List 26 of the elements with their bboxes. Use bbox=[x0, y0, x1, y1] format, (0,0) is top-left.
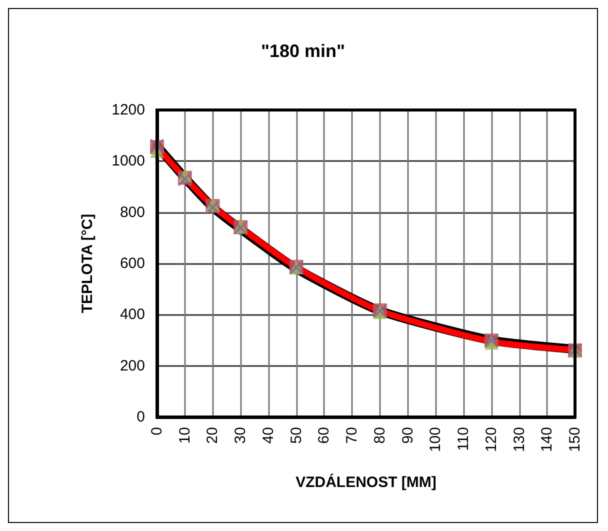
y-tick-label: 800 bbox=[120, 204, 145, 221]
y-axis-title: TEPLOTA [°C] bbox=[79, 214, 96, 314]
y-tick-label: 600 bbox=[120, 255, 145, 272]
x-tick-label: 60 bbox=[316, 427, 333, 444]
x-tick-label: 150 bbox=[566, 427, 584, 452]
x-tick-label: 80 bbox=[371, 427, 388, 444]
x-axis-title: VZDÁLENOST [MM] bbox=[296, 473, 436, 491]
x-tick-label: 20 bbox=[204, 427, 222, 444]
y-tick-label: 400 bbox=[120, 306, 145, 324]
x-tick-label: 120 bbox=[482, 427, 500, 452]
y-tick-label: 200 bbox=[120, 357, 145, 374]
x-tick-label: 90 bbox=[399, 427, 416, 444]
y-tick-label: 1000 bbox=[112, 152, 145, 170]
x-tick-label: 140 bbox=[538, 427, 556, 452]
x-tick-label: 50 bbox=[288, 427, 305, 444]
x-tick-label: 70 bbox=[344, 427, 361, 444]
chart-title: "180 min" bbox=[260, 41, 346, 61]
x-tick-label: 110 bbox=[455, 427, 472, 451]
y-tick-label: 1200 bbox=[112, 102, 145, 118]
x-tick-label: 10 bbox=[176, 427, 194, 444]
x-tick-label: 130 bbox=[510, 427, 528, 452]
x-tick-label: 30 bbox=[232, 427, 250, 444]
y-tick-label: 0 bbox=[136, 408, 145, 426]
x-tick-label: 0 bbox=[148, 427, 166, 436]
x-tick-label: 40 bbox=[260, 427, 277, 444]
x-tick-label: 100 bbox=[427, 427, 444, 452]
